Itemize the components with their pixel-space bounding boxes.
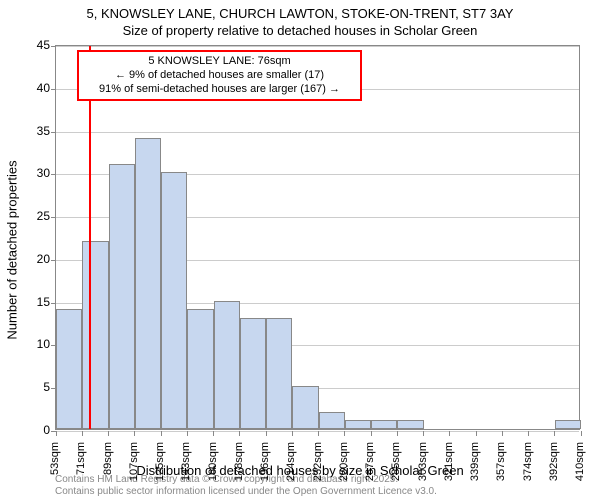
histogram-bar bbox=[371, 420, 397, 429]
y-tick-mark bbox=[51, 260, 56, 261]
y-tick-mark bbox=[51, 89, 56, 90]
histogram-bar bbox=[135, 138, 161, 429]
y-tick-mark bbox=[51, 174, 56, 175]
x-tick-mark bbox=[266, 431, 267, 436]
histogram-bar bbox=[214, 301, 240, 429]
footer-attribution: Contains HM Land Registry data © Crown c… bbox=[55, 474, 437, 498]
y-gridline bbox=[56, 46, 579, 47]
x-tick-mark bbox=[108, 431, 109, 436]
plot-area: 5 KNOWSLEY LANE: 76sqm← 9% of detached h… bbox=[55, 45, 580, 430]
x-tick-label: 250sqm bbox=[338, 442, 350, 481]
x-tick-label: 71sqm bbox=[75, 442, 87, 475]
x-tick-label: 339sqm bbox=[469, 442, 481, 481]
x-tick-label: 232sqm bbox=[312, 442, 324, 481]
histogram-bar bbox=[161, 172, 187, 429]
x-tick-label: 53sqm bbox=[49, 442, 61, 475]
x-tick-mark bbox=[292, 431, 293, 436]
histogram-bar bbox=[397, 420, 423, 429]
histogram-bar bbox=[345, 420, 371, 429]
x-tick-label: 321sqm bbox=[443, 442, 455, 481]
y-tick-label: 25 bbox=[30, 209, 50, 223]
y-tick-label: 20 bbox=[30, 252, 50, 266]
x-tick-label: 107sqm bbox=[128, 442, 140, 481]
x-tick-label: 410sqm bbox=[574, 442, 586, 481]
y-tick-mark bbox=[51, 46, 56, 47]
x-tick-mark bbox=[476, 431, 477, 436]
y-tick-label: 30 bbox=[30, 166, 50, 180]
chart-container: 5, KNOWSLEY LANE, CHURCH LAWTON, STOKE-O… bbox=[0, 0, 600, 500]
x-tick-mark bbox=[239, 431, 240, 436]
x-tick-mark bbox=[449, 431, 450, 436]
x-tick-mark bbox=[161, 431, 162, 436]
y-axis-label: Number of detached properties bbox=[5, 160, 20, 339]
annotation-box: 5 KNOWSLEY LANE: 76sqm← 9% of detached h… bbox=[77, 50, 362, 101]
x-tick-mark bbox=[554, 431, 555, 436]
annotation-line1: 5 KNOWSLEY LANE: 76sqm bbox=[87, 55, 352, 69]
histogram-bar bbox=[109, 164, 135, 429]
x-tick-label: 214sqm bbox=[285, 442, 297, 481]
footer-line1: Contains HM Land Registry data © Crown c… bbox=[55, 474, 437, 486]
y-tick-mark bbox=[51, 303, 56, 304]
x-tick-label: 178sqm bbox=[233, 442, 245, 481]
x-tick-label: 285sqm bbox=[390, 442, 402, 481]
x-tick-mark bbox=[581, 431, 582, 436]
histogram-bar bbox=[555, 420, 581, 429]
histogram-bar bbox=[292, 386, 318, 429]
x-tick-label: 196sqm bbox=[259, 442, 271, 481]
y-tick-mark bbox=[51, 132, 56, 133]
x-tick-label: 303sqm bbox=[417, 442, 429, 481]
x-tick-mark bbox=[528, 431, 529, 436]
y-tick-label: 5 bbox=[30, 380, 50, 394]
histogram-bar bbox=[319, 412, 345, 429]
x-tick-mark bbox=[82, 431, 83, 436]
y-tick-label: 45 bbox=[30, 38, 50, 52]
x-tick-mark bbox=[371, 431, 372, 436]
x-tick-label: 125sqm bbox=[154, 442, 166, 481]
histogram-bar bbox=[266, 318, 292, 429]
x-tick-mark bbox=[134, 431, 135, 436]
x-tick-label: 374sqm bbox=[522, 442, 534, 481]
y-tick-label: 35 bbox=[30, 124, 50, 138]
y-tick-mark bbox=[51, 217, 56, 218]
y-gridline bbox=[56, 132, 579, 133]
x-tick-label: 160sqm bbox=[207, 442, 219, 481]
x-tick-mark bbox=[187, 431, 188, 436]
histogram-bar bbox=[82, 241, 108, 429]
chart-title-line1: 5, KNOWSLEY LANE, CHURCH LAWTON, STOKE-O… bbox=[0, 0, 600, 23]
marker-line bbox=[89, 46, 91, 429]
x-tick-mark bbox=[318, 431, 319, 436]
chart-title-line2: Size of property relative to detached ho… bbox=[0, 23, 600, 38]
x-tick-label: 392sqm bbox=[548, 442, 560, 481]
y-tick-label: 0 bbox=[30, 423, 50, 437]
y-tick-label: 10 bbox=[30, 337, 50, 351]
annotation-line2: ← 9% of detached houses are smaller (17) bbox=[87, 69, 352, 83]
histogram-bar bbox=[56, 309, 82, 429]
x-tick-mark bbox=[344, 431, 345, 436]
footer-line2: Contains public sector information licen… bbox=[55, 486, 437, 498]
x-tick-label: 357sqm bbox=[495, 442, 507, 481]
x-tick-mark bbox=[423, 431, 424, 436]
x-tick-mark bbox=[56, 431, 57, 436]
histogram-bar bbox=[240, 318, 266, 429]
x-tick-mark bbox=[502, 431, 503, 436]
annotation-line3: 91% of semi-detached houses are larger (… bbox=[87, 83, 352, 97]
x-tick-label: 89sqm bbox=[102, 442, 114, 475]
x-tick-label: 267sqm bbox=[364, 442, 376, 481]
x-tick-label: 143sqm bbox=[180, 442, 192, 481]
y-tick-label: 15 bbox=[30, 295, 50, 309]
x-tick-mark bbox=[397, 431, 398, 436]
x-tick-mark bbox=[213, 431, 214, 436]
histogram-bar bbox=[187, 309, 213, 429]
y-tick-label: 40 bbox=[30, 81, 50, 95]
